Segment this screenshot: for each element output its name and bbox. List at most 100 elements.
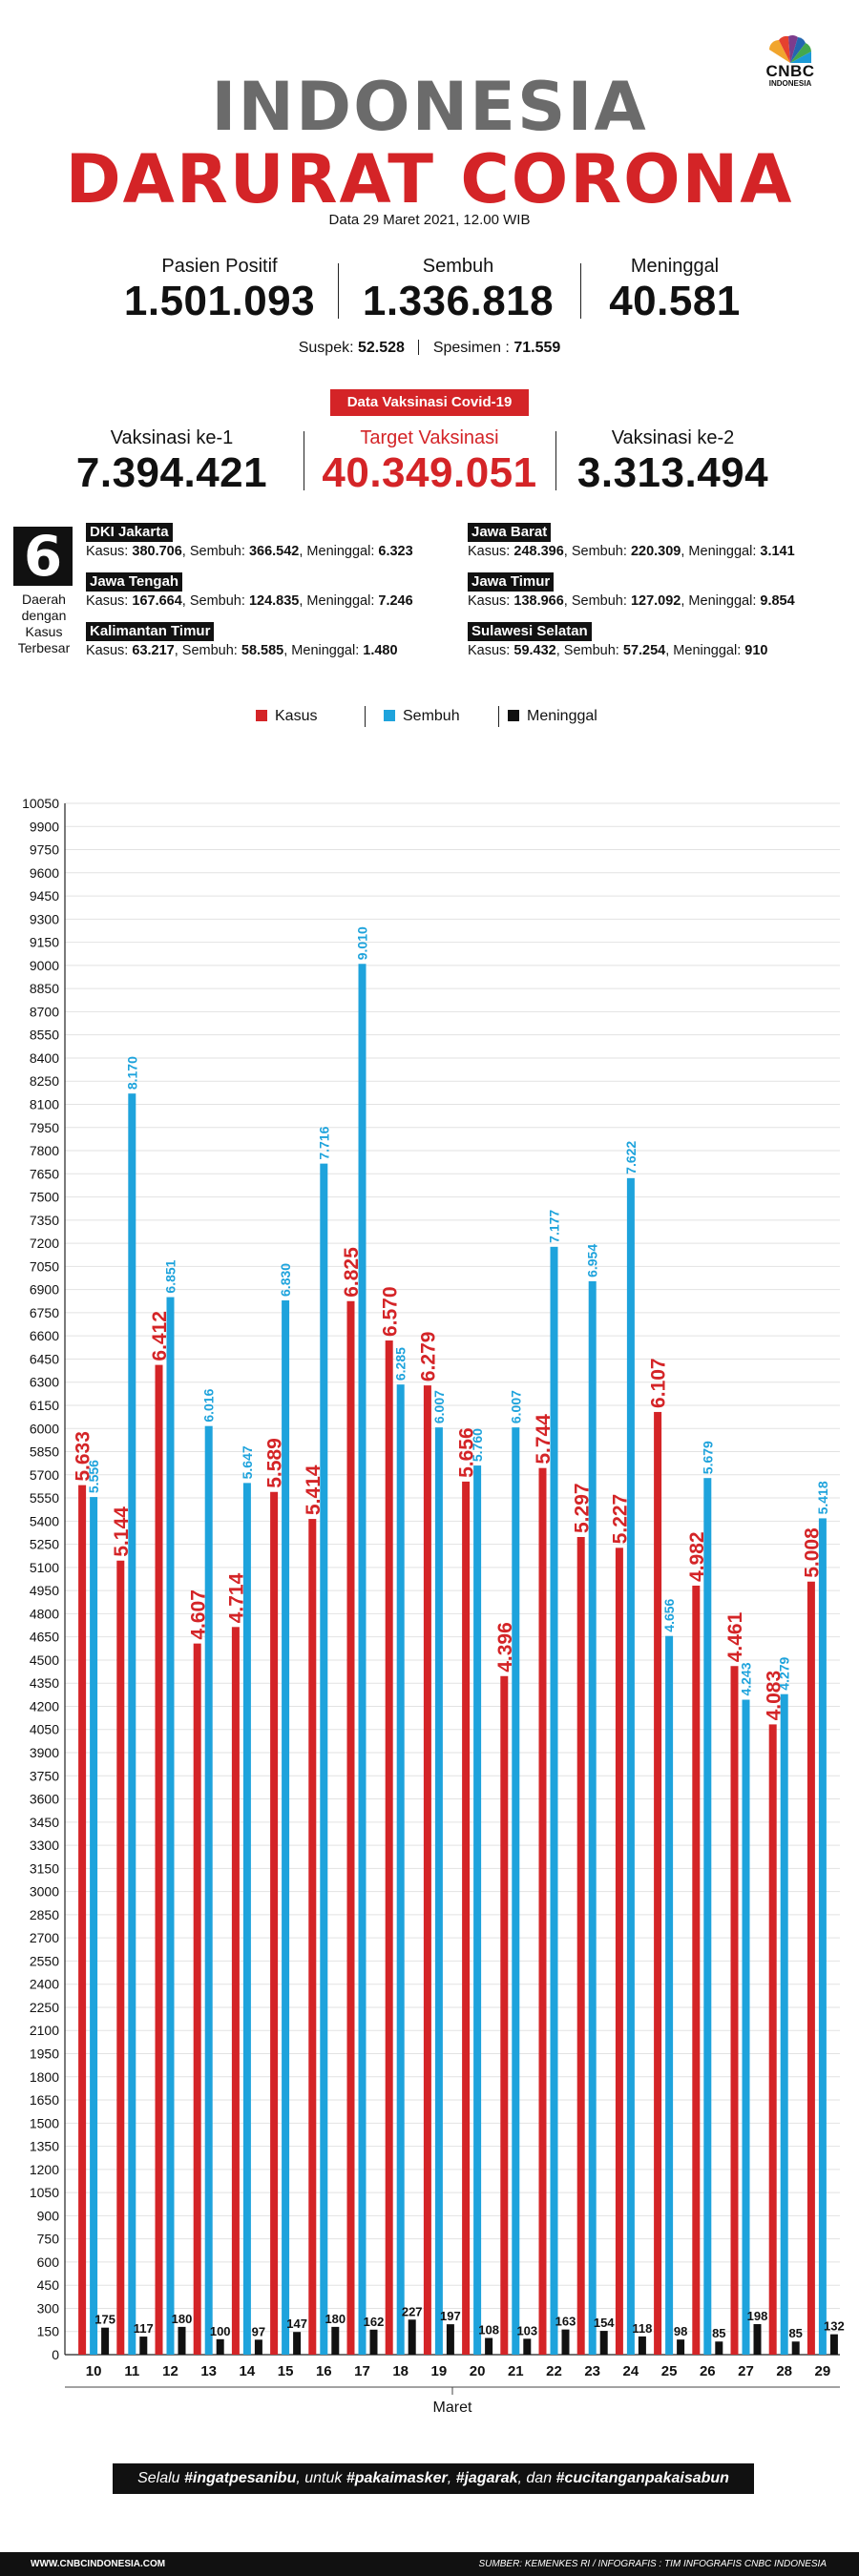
data-label-sembuh: 9.010 <box>355 926 370 960</box>
y-tick-label: 9000 <box>30 958 59 973</box>
y-tick-label: 6450 <box>30 1351 59 1366</box>
y-tick-label: 6000 <box>30 1421 59 1436</box>
bar-kasus <box>385 1340 393 2355</box>
data-label-kasus: 6.107 <box>648 1358 670 1408</box>
y-tick-label: 1350 <box>30 2139 59 2154</box>
y-tick-label: 5700 <box>30 1467 59 1483</box>
bar-meninggal <box>829 2334 838 2355</box>
bar-kasus <box>462 1481 471 2355</box>
data-label-sembuh: 8.170 <box>124 1056 139 1090</box>
bar-meninggal <box>293 2332 302 2355</box>
bar-sembuh <box>166 1297 175 2355</box>
y-tick-label: 3000 <box>30 1884 59 1900</box>
province-jateng: Jawa Tengah Kasus: 167.664, Sembuh: 124.… <box>86 572 413 611</box>
data-label-meninggal: 147 <box>286 2316 307 2331</box>
y-tick-label: 9900 <box>30 819 59 834</box>
y-tick-label: 600 <box>37 2254 60 2270</box>
title-line-2: DARURAT CORONA <box>65 140 794 218</box>
bar-kasus <box>692 1585 701 2355</box>
vaksin-ke1: Vaksinasi ke-1 7.394.421 <box>57 427 286 497</box>
bar-kasus <box>730 1666 739 2355</box>
y-tick-label: 6900 <box>30 1282 59 1298</box>
y-tick-label: 150 <box>37 2324 60 2339</box>
slogan-bar: Selalu #ingatpesanibu, untuk #pakaimaske… <box>113 2463 754 2494</box>
province-stats: Kasus: 248.396, Sembuh: 220.309, Meningg… <box>468 544 795 559</box>
bar-sembuh <box>588 1280 597 2355</box>
bar-sembuh <box>626 1177 635 2355</box>
y-tick-label: 8250 <box>30 1073 59 1089</box>
y-tick-label: 300 <box>37 2300 60 2316</box>
data-label-meninggal: 162 <box>364 2315 385 2329</box>
stat-sembuh: Sembuh 1.336.818 <box>344 256 573 325</box>
legend-swatch <box>384 710 395 721</box>
bar-kasus <box>78 1485 87 2355</box>
data-label-kasus: 4.083 <box>763 1671 785 1721</box>
bar-kasus <box>193 1643 201 2355</box>
y-tick-label: 7200 <box>30 1236 59 1251</box>
bar-meninggal <box>638 2336 646 2355</box>
data-label-sembuh: 7.716 <box>316 1126 331 1159</box>
x-tick-label: 10 <box>86 2363 102 2379</box>
data-label-meninggal: 132 <box>824 2319 845 2334</box>
y-tick-label: 9150 <box>30 935 59 950</box>
y-tick-label: 450 <box>37 2277 60 2293</box>
stat-sembuh-value: 1.336.818 <box>362 278 555 324</box>
vaksinasi-badge: Data Vaksinasi Covid-19 <box>330 389 529 416</box>
cnbc-logo: CNBC INDONESIA <box>756 34 825 88</box>
province-stats: Kasus: 380.706, Sembuh: 366.542, Meningg… <box>86 544 413 559</box>
chart-legend: Kasus Sembuh Meninggal <box>0 706 859 727</box>
data-label-sembuh: 7.622 <box>623 1141 639 1174</box>
province-name: DKI Jakarta <box>86 523 173 542</box>
data-label-kasus: 4.396 <box>494 1622 516 1672</box>
y-tick-label: 1200 <box>30 2162 59 2177</box>
data-label-kasus: 6.825 <box>341 1247 363 1298</box>
y-tick-label: 4500 <box>30 1652 59 1668</box>
data-label-sembuh: 4.243 <box>739 1662 754 1695</box>
bar-meninggal <box>101 2327 110 2355</box>
y-tick-label: 8400 <box>30 1050 59 1066</box>
x-tick-label: 24 <box>623 2363 639 2379</box>
footer-website: WWW.CNBCINDONESIA.COM <box>31 2559 166 2569</box>
bar-meninggal <box>561 2329 570 2355</box>
y-tick-label: 2250 <box>30 2000 59 2015</box>
y-tick-label: 2100 <box>30 2023 59 2038</box>
footer-bar: WWW.CNBCINDONESIA.COM SUMBER: KEMENKES R… <box>0 2552 859 2576</box>
x-tick-label: 27 <box>738 2363 754 2379</box>
vaksin-divider <box>555 431 556 490</box>
data-label-kasus: 5.297 <box>571 1483 593 1533</box>
bar-chart: 0 150 300 450 600 750 900 1050 1200 1350 1500 1650 1… <box>22 796 845 2416</box>
y-tick-label: 3900 <box>30 1745 59 1760</box>
vaksin-target: Target Vaksinasi 40.349.051 <box>307 427 552 497</box>
y-tick-label: 4650 <box>30 1630 59 1645</box>
y-tick-label: 900 <box>37 2208 60 2223</box>
bar-sembuh <box>703 1478 712 2355</box>
province-name: Jawa Timur <box>468 572 555 592</box>
bar-kasus <box>615 1548 623 2355</box>
x-tick-label: 23 <box>584 2363 600 2379</box>
bar-sembuh <box>90 1497 98 2355</box>
bar-meninggal <box>791 2341 800 2355</box>
x-tick-label: 22 <box>546 2363 562 2379</box>
data-label-sembuh: 7.177 <box>547 1210 562 1243</box>
vaksin-target-value: 40.349.051 <box>322 449 537 496</box>
vaksin-target-label: Target Vaksinasi <box>360 427 499 448</box>
data-label-sembuh: 5.679 <box>700 1441 715 1474</box>
bar-kasus <box>346 1300 355 2355</box>
data-label-meninggal: 163 <box>555 2315 576 2329</box>
data-label-meninggal: 98 <box>674 2324 687 2338</box>
y-tick-label: 7350 <box>30 1213 59 1228</box>
bar-meninggal <box>216 2338 224 2355</box>
data-label-kasus: 5.633 <box>73 1431 94 1482</box>
bar-kasus <box>654 1411 662 2355</box>
bar-kasus <box>270 1491 279 2355</box>
y-tick-label: 7500 <box>30 1190 59 1205</box>
x-tick-label: 26 <box>700 2363 716 2379</box>
logo-subtext: INDONESIA <box>768 79 812 88</box>
data-label-meninggal: 100 <box>210 2324 231 2338</box>
y-tick-label: 5250 <box>30 1537 59 1552</box>
y-tick-label: 10050 <box>22 796 59 811</box>
stat-divider <box>338 263 339 319</box>
y-tick-label: 2700 <box>30 1930 59 1945</box>
data-label-kasus: 6.279 <box>417 1332 439 1382</box>
data-label-sembuh: 6.954 <box>585 1244 600 1278</box>
